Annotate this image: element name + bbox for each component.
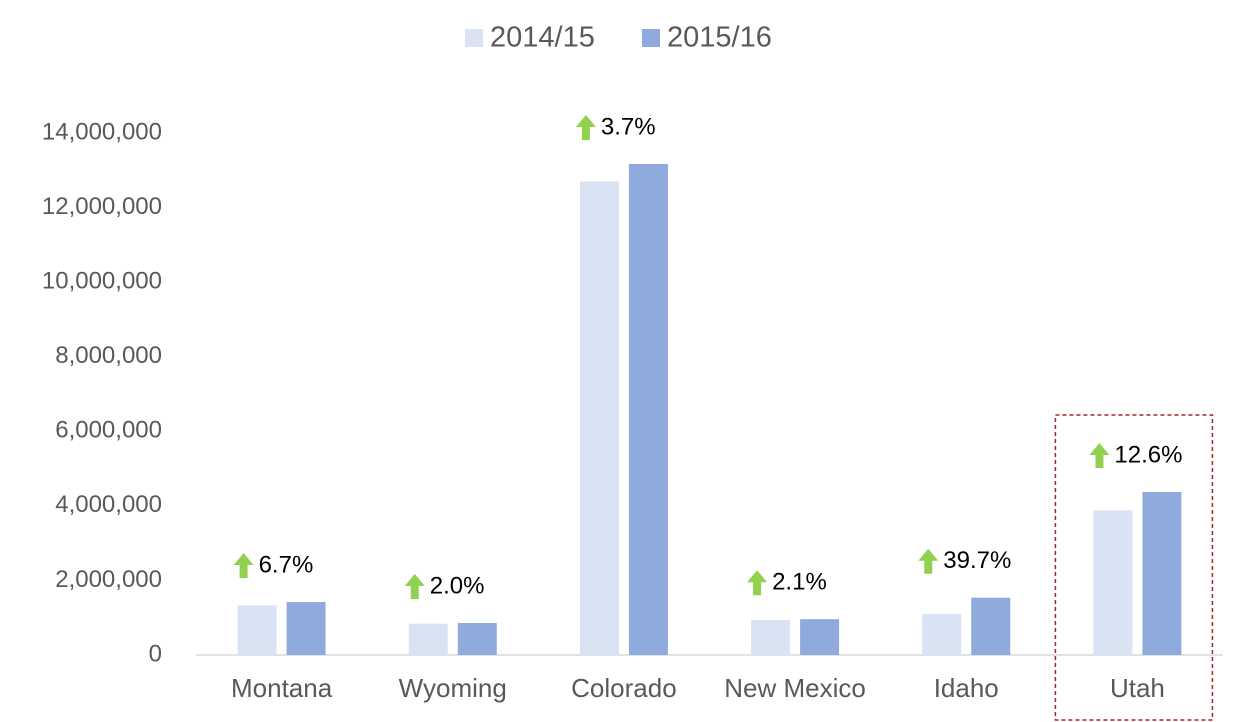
bar bbox=[408, 623, 448, 655]
bar bbox=[971, 597, 1011, 655]
y-tick-label: 4,000,000 bbox=[55, 491, 162, 518]
y-tick-label: 10,000,000 bbox=[42, 267, 162, 294]
x-tick-label: Utah bbox=[1110, 673, 1165, 703]
bar bbox=[457, 623, 497, 655]
legend-label: 2014/15 bbox=[490, 22, 595, 54]
bar bbox=[237, 605, 277, 655]
growth-arrow bbox=[747, 570, 768, 596]
y-tick-label: 8,000,000 bbox=[55, 342, 162, 369]
bar bbox=[922, 613, 962, 655]
growth-arrow bbox=[918, 548, 939, 574]
growth-label: 3.7% bbox=[601, 113, 656, 140]
bar bbox=[579, 181, 619, 655]
growth-arrow bbox=[575, 114, 596, 140]
x-tick-label: Wyoming bbox=[399, 673, 507, 703]
bar bbox=[751, 619, 791, 655]
legend-label: 2015/16 bbox=[667, 22, 772, 54]
x-tick-label: Colorado bbox=[571, 673, 677, 703]
bar bbox=[286, 602, 326, 655]
y-tick-label: 14,000,000 bbox=[42, 118, 162, 145]
growth-label: 2.0% bbox=[430, 572, 485, 599]
growth-arrow bbox=[1089, 443, 1110, 469]
growth-label: 6.7% bbox=[259, 551, 314, 578]
y-tick-label: 6,000,000 bbox=[55, 417, 162, 444]
legend-swatch bbox=[642, 29, 660, 47]
growth-label: 12.6% bbox=[1114, 441, 1182, 468]
bar bbox=[1142, 492, 1182, 655]
x-tick-label: New Mexico bbox=[724, 673, 866, 703]
y-tick-label: 12,000,000 bbox=[42, 193, 162, 220]
y-tick-label: 2,000,000 bbox=[55, 566, 162, 593]
bar bbox=[800, 619, 840, 655]
bar bbox=[628, 163, 668, 655]
growth-label: 39.7% bbox=[943, 547, 1011, 574]
legend-swatch bbox=[465, 29, 483, 47]
x-tick-label: Idaho bbox=[934, 673, 999, 703]
growth-arrow bbox=[233, 553, 254, 579]
highlight-box bbox=[1054, 414, 1214, 721]
growth-label: 2.1% bbox=[772, 569, 827, 596]
x-tick-label: Montana bbox=[231, 673, 333, 703]
growth-arrow bbox=[404, 574, 425, 600]
bar bbox=[1093, 510, 1133, 655]
y-tick-label: 0 bbox=[149, 640, 162, 667]
